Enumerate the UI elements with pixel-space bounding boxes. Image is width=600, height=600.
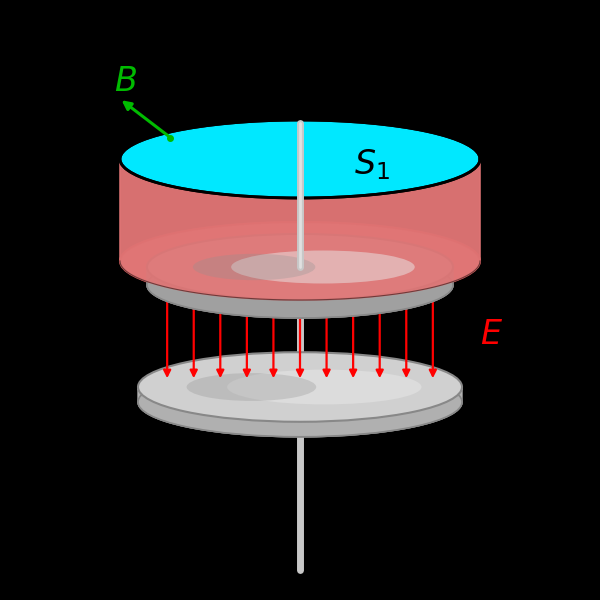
Ellipse shape [147, 234, 453, 300]
Ellipse shape [187, 373, 316, 401]
Ellipse shape [138, 352, 462, 422]
Ellipse shape [138, 367, 462, 437]
Ellipse shape [120, 120, 480, 198]
Text: $S_2$: $S_2$ [489, 182, 522, 214]
Text: $S_1$: $S_1$ [354, 148, 390, 182]
Text: $E$: $E$ [480, 318, 503, 351]
Polygon shape [120, 159, 480, 300]
Ellipse shape [227, 370, 421, 404]
Ellipse shape [147, 252, 453, 318]
Polygon shape [147, 267, 453, 318]
Polygon shape [120, 120, 480, 261]
Ellipse shape [231, 250, 415, 283]
Text: $B$: $B$ [114, 65, 137, 98]
Ellipse shape [120, 222, 480, 300]
Ellipse shape [193, 254, 316, 280]
Polygon shape [138, 387, 462, 437]
